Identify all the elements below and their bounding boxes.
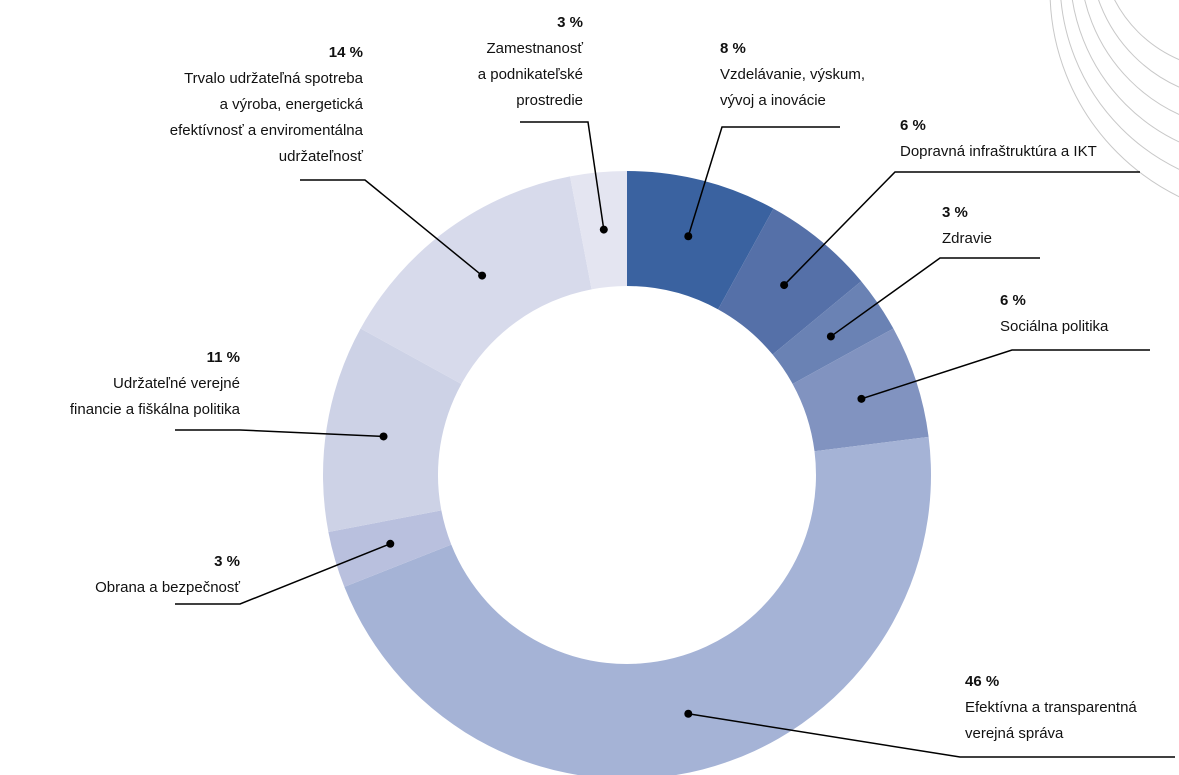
donut-segment	[570, 171, 627, 290]
leader-dot	[857, 394, 866, 403]
leader-line	[783, 171, 1140, 286]
leader-dot	[684, 232, 693, 241]
donut-segment	[328, 510, 452, 587]
value-label: 6 %	[1000, 292, 1026, 309]
donut-segment	[627, 171, 774, 310]
leader-line	[175, 429, 384, 438]
category-label: Sociálna politika	[1000, 318, 1109, 335]
leader-line	[175, 543, 391, 605]
value-label: 8 %	[720, 40, 746, 57]
category-label: Trvalo udržateľná spotreba a výroba, ene…	[169, 70, 363, 165]
donut-segment	[792, 328, 929, 452]
leader-dot	[684, 709, 693, 718]
category-label: Vzdelávanie, výskum, vývoj a inovácie	[720, 66, 866, 109]
leader-line	[688, 713, 1175, 758]
value-label: 3 %	[557, 14, 583, 31]
category-label: Obrana a bezpečnosť	[95, 579, 240, 596]
donut-segment	[360, 176, 592, 384]
leader-dot	[379, 432, 388, 441]
value-label: 3 %	[942, 204, 968, 221]
value-label: 3 %	[214, 553, 240, 570]
category-label: Zamestnanosť a podnikateľské prostredie	[477, 40, 583, 109]
donut-segment	[323, 328, 462, 532]
category-label: Udržateľné verejné financie a fiškálna p…	[69, 375, 240, 418]
value-label: 46 %	[965, 673, 1000, 690]
category-label: Dopravná infraštruktúra a IKT	[900, 143, 1097, 160]
decoration	[1049, 0, 1179, 198]
leader-line	[520, 121, 605, 230]
donut-segment	[772, 281, 894, 384]
leader-dot	[826, 332, 835, 341]
category-label: Zdravie	[942, 230, 993, 247]
leader-dot	[478, 271, 487, 280]
value-label: 6 %	[900, 117, 926, 134]
category-label: Efektívna a transparentná verejná správa	[965, 699, 1137, 742]
value-label: 14 %	[328, 44, 363, 61]
leader-line	[861, 349, 1150, 400]
donut-segment	[344, 436, 931, 775]
leader-dot	[599, 225, 608, 234]
donut-segment	[718, 208, 862, 355]
leader-dot	[386, 539, 395, 548]
leader-dot	[780, 281, 789, 290]
leader-line	[687, 126, 840, 237]
leader-line	[300, 179, 483, 277]
value-label: 11 %	[206, 349, 240, 366]
leader-line	[830, 257, 1040, 338]
